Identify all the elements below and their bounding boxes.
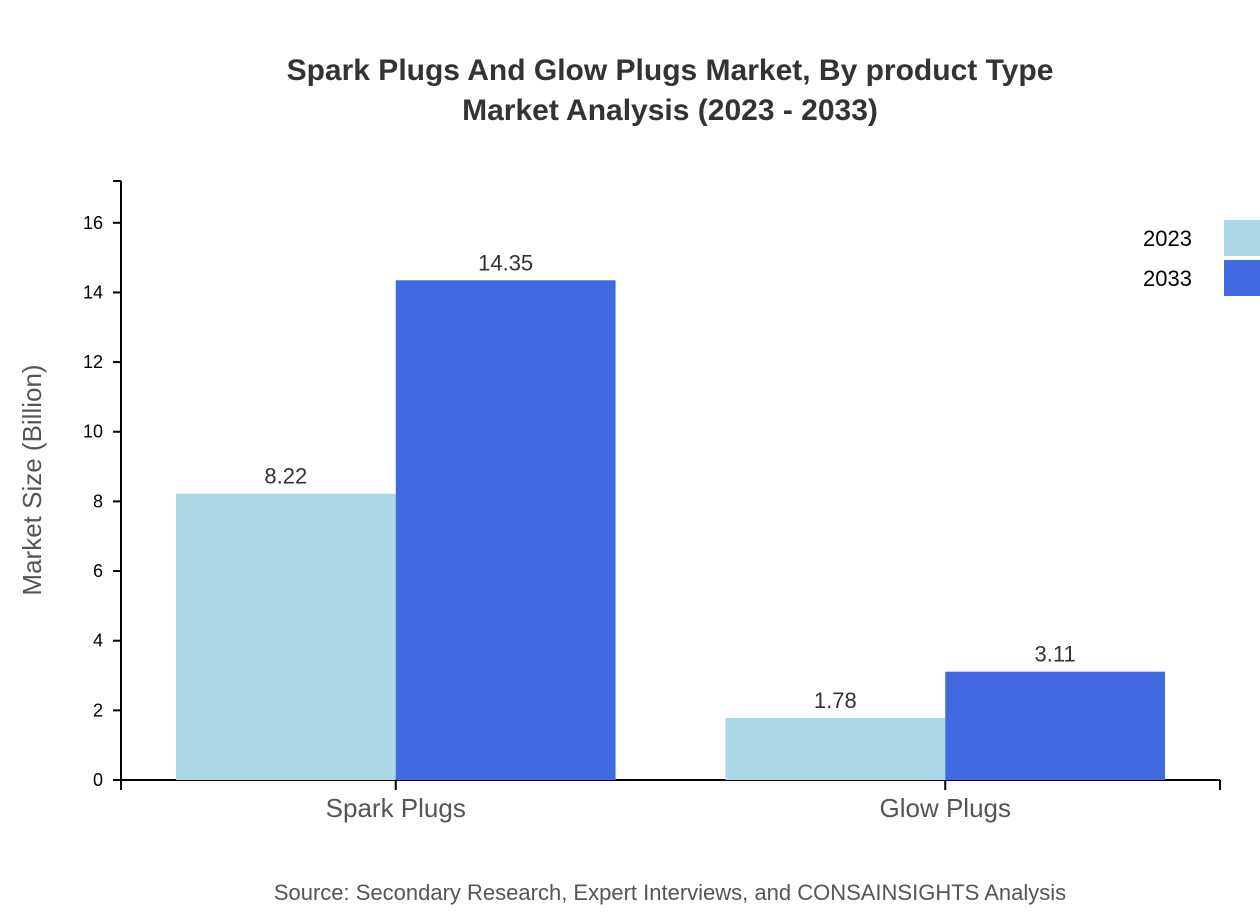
- data-label: 8.22: [264, 464, 307, 489]
- y-tick-label: 6: [93, 561, 103, 581]
- bar-2023: [175, 493, 396, 780]
- y-tick-label: 16: [83, 213, 103, 233]
- y-tick-label: 4: [93, 631, 103, 651]
- data-label: 3.11: [1035, 642, 1076, 667]
- data-label: 1.78: [814, 688, 857, 713]
- y-tick-label: 2: [93, 700, 103, 720]
- bar-2023: [725, 718, 946, 780]
- y-tick-label: 0: [93, 770, 103, 790]
- chart-title-line-2: Market Analysis (2023 - 2033): [462, 94, 878, 127]
- source-note: Source: Secondary Research, Expert Inter…: [274, 880, 1066, 905]
- x-tick-label: Spark Plugs: [326, 793, 466, 823]
- legend-label: 2023: [1143, 226, 1192, 251]
- chart-title-line-1: Spark Plugs And Glow Plugs Market, By pr…: [287, 54, 1054, 87]
- x-tick-label: Glow Plugs: [880, 793, 1012, 823]
- data-label: 14.35: [478, 250, 533, 275]
- y-tick-label: 12: [83, 352, 103, 372]
- y-tick-label: 10: [83, 422, 103, 442]
- y-axis-label: Market Size (Billion): [17, 364, 47, 595]
- y-tick-label: 14: [83, 282, 103, 302]
- legend-label: 2033: [1143, 266, 1192, 291]
- bar-2033: [945, 671, 1166, 780]
- legend-swatch: [1224, 220, 1260, 256]
- bar-2033: [395, 280, 616, 780]
- legend-swatch: [1224, 260, 1260, 296]
- y-tick-label: 8: [93, 491, 103, 511]
